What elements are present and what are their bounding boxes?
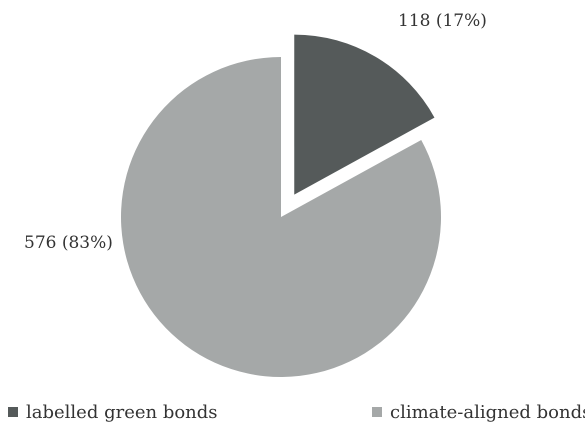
- data-label-labelled-green-bonds: 118 (17%): [398, 11, 487, 31]
- legend-label-labelled-green-bonds: labelled green bonds: [26, 401, 218, 423]
- legend-label-climate-aligned-bonds: climate-aligned bonds: [390, 401, 585, 423]
- pie-slices: [121, 34, 441, 377]
- legend-item-labelled-green-bonds: labelled green bonds: [8, 401, 218, 423]
- legend-swatch-climate-aligned-bonds: [372, 407, 382, 417]
- legend-item-climate-aligned-bonds: climate-aligned bonds: [372, 401, 585, 423]
- legend-swatch-labelled-green-bonds: [8, 407, 18, 417]
- pie-slice-labelled-green-bonds: [294, 34, 435, 195]
- pie-slice-climate-aligned-bonds: [121, 57, 441, 377]
- data-label-climate-aligned-bonds: 576 (83%): [24, 233, 113, 253]
